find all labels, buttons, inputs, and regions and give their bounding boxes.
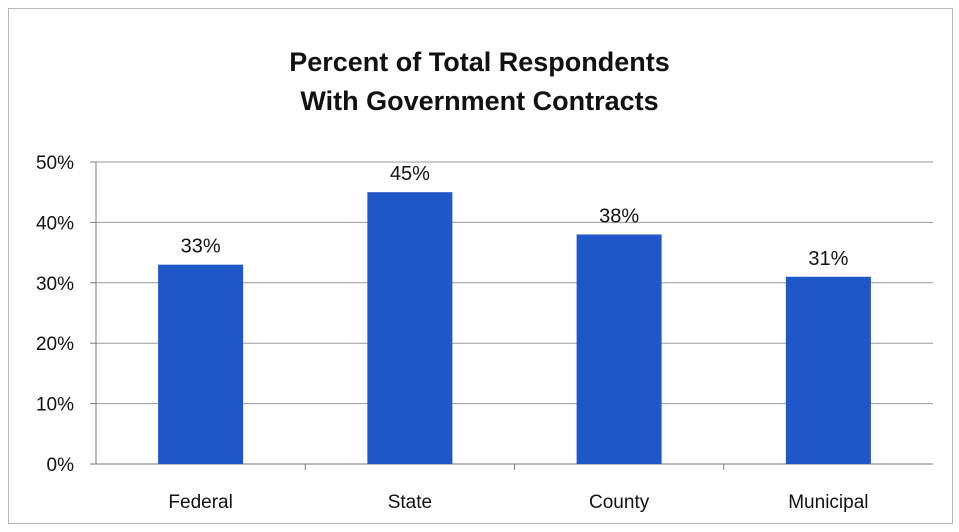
x-tick-labels: Federal State County Municipal (168, 492, 868, 513)
data-label-county: 38% (599, 205, 639, 227)
y-tick-labels: 0% 10% 20% 30% 40% 50% (36, 153, 74, 476)
data-label-municipal: 31% (808, 248, 848, 270)
x-tick-label-municipal: Municipal (788, 492, 868, 513)
y-tick-label: 30% (36, 274, 74, 295)
y-tick-label: 0% (47, 455, 75, 476)
bar-county (576, 234, 662, 464)
data-labels: 33% 45% 38% 31% (181, 163, 849, 270)
chart-title-line-1: Percent of Total Respondents (289, 47, 670, 77)
bars (158, 192, 871, 464)
x-tick-label-county: County (589, 492, 650, 513)
x-tick-label-state: State (388, 492, 432, 513)
data-label-federal: 33% (181, 236, 221, 258)
y-tick-label: 40% (36, 213, 74, 234)
bar-municipal (785, 276, 871, 464)
bar-state (367, 192, 453, 464)
data-label-state: 45% (390, 163, 430, 185)
bar-federal (158, 264, 244, 464)
x-tick-label-federal: Federal (168, 492, 232, 513)
y-tick-label: 20% (36, 334, 74, 355)
y-tick-label: 50% (36, 153, 74, 174)
chart-title-line-2: With Government Contracts (300, 86, 659, 116)
y-tick-label: 10% (36, 395, 74, 416)
